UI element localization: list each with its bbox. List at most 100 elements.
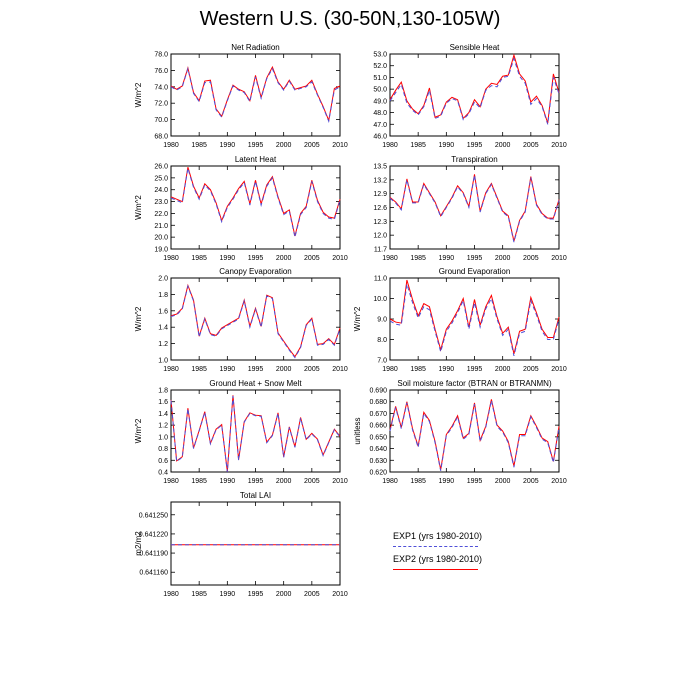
y-tick-label: 25.0 (154, 175, 168, 182)
x-tick-label: 1990 (220, 142, 236, 149)
x-tick-label: 2010 (332, 142, 348, 149)
x-tick-label: 2005 (523, 478, 539, 485)
y-tick-label: 0.620 (369, 470, 387, 477)
x-tick-label: 1985 (191, 591, 207, 598)
x-tick-label: 1980 (163, 366, 179, 373)
y-tick-label: 19.0 (154, 247, 168, 254)
y-tick-label: 1.8 (158, 388, 168, 395)
y-tick-label: 50.0 (373, 87, 387, 94)
legend-label-exp2: EXP2 (yrs 1980-2010) (393, 554, 483, 564)
panel-6: Ground Evaporation W/m^2 1980 1985 1990 1995 2… (353, 267, 567, 373)
y-tick-label: 0.650 (369, 434, 387, 441)
series-line-exp2 (170, 65, 341, 123)
panel-title: Ground Evaporation (439, 267, 511, 276)
x-tick-label: 1980 (382, 366, 398, 373)
series-line-exp2 (170, 167, 341, 237)
x-tick-label: 1990 (439, 478, 455, 485)
y-axis-label: W/m^2 (134, 418, 143, 443)
y-tick-label: 0.690 (369, 388, 387, 395)
series-line-exp2 (170, 395, 341, 472)
legend-swatch-exp1 (393, 546, 478, 547)
legend-swatch-exp2 (393, 569, 478, 570)
x-tick-label: 2010 (332, 478, 348, 485)
panel-1: Net Radiation W/m^2 1980 1985 1990 1995 2000 20… (134, 43, 348, 149)
x-tick-label: 1990 (220, 255, 236, 262)
y-axis-label: W/m^2 (134, 195, 143, 220)
x-tick-label: 1995 (248, 255, 264, 262)
y-tick-label: 0.4 (158, 470, 168, 477)
y-axis-label: unitless (353, 417, 362, 444)
x-tick-label: 2005 (523, 142, 539, 149)
panel-7: Ground Heat + Snow Melt W/m^2 1980 1985 1990… (134, 379, 348, 485)
x-tick-label: 1980 (382, 142, 398, 149)
panel-4: Transpiration 1980 1985 1990 1995 2000 2005 201… (373, 155, 567, 262)
y-tick-label: 1.6 (158, 399, 168, 406)
legend-label-exp1: EXP1 (yrs 1980-2010) (393, 531, 483, 541)
x-tick-label: 2000 (495, 366, 511, 373)
figure-title: Western U.S. (30-50N,130-105W) (199, 8, 501, 30)
y-tick-label: 1.8 (158, 292, 168, 299)
y-tick-label: 12.9 (373, 191, 387, 198)
x-tick-label: 1980 (163, 255, 179, 262)
x-tick-label: 2005 (304, 366, 320, 373)
y-axis-label: W/m^2 (353, 306, 362, 331)
y-tick-label: 1.2 (158, 341, 168, 348)
x-tick-label: 1995 (248, 366, 264, 373)
plot-frame (170, 165, 341, 250)
x-tick-label: 1985 (410, 478, 426, 485)
y-tick-label: 13.5 (373, 164, 387, 171)
x-tick-label: 2005 (304, 478, 320, 485)
x-tick-label: 2010 (551, 366, 567, 373)
y-tick-label: 74.0 (154, 84, 168, 91)
x-tick-label: 2010 (332, 366, 348, 373)
y-tick-label: 53.0 (373, 52, 387, 59)
x-tick-label: 1990 (220, 366, 236, 373)
panel-title: Sensible Heat (450, 43, 501, 52)
y-tick-label: 0.641160 (139, 570, 168, 577)
x-tick-label: 1995 (467, 142, 483, 149)
x-tick-label: 2005 (523, 366, 539, 373)
series-line-exp1 (389, 284, 560, 357)
y-tick-label: 1.4 (158, 411, 168, 418)
y-tick-label: 0.680 (369, 399, 387, 406)
y-tick-label: 0.641190 (139, 551, 168, 558)
x-tick-label: 1995 (248, 591, 264, 598)
x-tick-label: 1990 (220, 478, 236, 485)
y-axis-label: W/m^2 (134, 306, 143, 331)
y-tick-label: 0.670 (369, 411, 387, 418)
x-tick-label: 1995 (467, 366, 483, 373)
y-tick-label: 52.0 (373, 63, 387, 70)
y-tick-label: 23.0 (154, 199, 168, 206)
x-tick-label: 2010 (551, 142, 567, 149)
x-tick-label: 1995 (467, 255, 483, 262)
y-tick-label: 1.2 (158, 423, 168, 430)
y-tick-label: 46.0 (373, 134, 387, 141)
series-line-exp1 (389, 57, 560, 125)
y-tick-label: 26.0 (154, 164, 168, 171)
y-tick-label: 0.6 (158, 458, 168, 465)
series-line-exp1 (170, 395, 341, 473)
x-tick-label: 2000 (276, 255, 292, 262)
y-tick-label: 72.0 (154, 101, 168, 108)
x-tick-label: 1995 (248, 478, 264, 485)
x-tick-label: 1980 (382, 478, 398, 485)
x-tick-label: 2005 (304, 255, 320, 262)
x-tick-label: 1980 (163, 142, 179, 149)
y-tick-label: 10.0 (373, 296, 387, 303)
x-tick-label: 2010 (332, 255, 348, 262)
panel-title: Transpiration (451, 155, 497, 164)
y-tick-label: 12.0 (373, 233, 387, 240)
y-tick-label: 78.0 (154, 52, 168, 59)
x-tick-label: 2005 (304, 142, 320, 149)
series-line-exp1 (170, 66, 341, 124)
x-tick-label: 1990 (220, 591, 236, 598)
x-tick-label: 1990 (439, 366, 455, 373)
x-tick-label: 1985 (191, 142, 207, 149)
x-tick-label: 2000 (276, 478, 292, 485)
x-tick-label: 2005 (304, 591, 320, 598)
y-tick-label: 1.4 (158, 325, 168, 332)
x-tick-label: 1985 (191, 366, 207, 373)
panel-title: Ground Heat + Snow Melt (209, 379, 302, 388)
y-tick-label: 20.0 (154, 235, 168, 242)
